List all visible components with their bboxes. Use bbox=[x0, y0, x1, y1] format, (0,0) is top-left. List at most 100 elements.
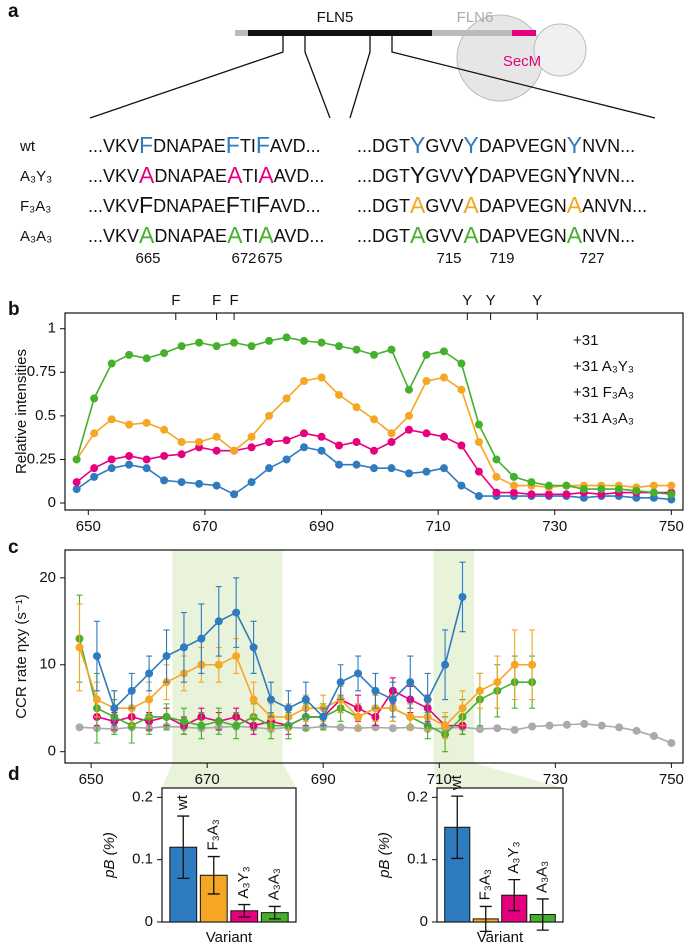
category-label: A₃A₃ bbox=[266, 868, 283, 900]
data-point bbox=[509, 472, 518, 481]
y-tick-label: 0.1 bbox=[407, 851, 428, 868]
data-point bbox=[282, 436, 291, 445]
data-point bbox=[474, 492, 483, 501]
error-bar bbox=[451, 795, 464, 860]
data-point bbox=[457, 441, 466, 450]
data-point bbox=[72, 478, 81, 487]
sequence-segment: DNAPAE bbox=[153, 136, 226, 156]
data-point bbox=[300, 429, 309, 438]
data-point bbox=[177, 450, 186, 459]
data-point bbox=[282, 333, 291, 342]
x-tick-label: 730 bbox=[543, 771, 568, 788]
data-point bbox=[72, 485, 81, 494]
data-point bbox=[162, 652, 171, 661]
data-point bbox=[371, 686, 380, 695]
sequence-segment: DAPVEGN bbox=[479, 136, 567, 156]
mutated-residue: A bbox=[410, 192, 426, 218]
data-point bbox=[232, 652, 241, 661]
data-point bbox=[492, 455, 501, 464]
data-point bbox=[667, 490, 676, 499]
data-point bbox=[75, 643, 84, 652]
data-point bbox=[317, 432, 326, 441]
mutated-residue: Y bbox=[567, 132, 582, 158]
mutated-residue: A bbox=[567, 192, 583, 218]
data-point bbox=[493, 724, 502, 733]
sequence: ...VKVADNAPAEATIAAVD... bbox=[88, 162, 324, 188]
data-point bbox=[195, 338, 204, 347]
data-point bbox=[160, 451, 169, 460]
data-point bbox=[247, 432, 256, 441]
data-point bbox=[422, 350, 431, 359]
data-point bbox=[107, 464, 116, 473]
sequence-segment: ANVN... bbox=[582, 196, 647, 216]
x-tick-label: 670 bbox=[192, 518, 217, 535]
row-label: F₃A₃ bbox=[20, 198, 51, 215]
mutated-residue: A bbox=[410, 222, 426, 248]
row-label: A₃Y₃ bbox=[20, 168, 52, 185]
sequence: ...VKVFDNAPAEFTIFAVD... bbox=[88, 132, 321, 158]
data-point bbox=[145, 669, 154, 678]
annotation: F bbox=[212, 292, 221, 309]
data-point bbox=[474, 438, 483, 447]
data-point bbox=[387, 438, 396, 447]
data-point bbox=[265, 438, 274, 447]
data-point bbox=[439, 347, 448, 356]
data-point bbox=[195, 479, 204, 488]
sequence-segment: GVV bbox=[425, 136, 463, 156]
data-point bbox=[142, 354, 151, 363]
data-point bbox=[493, 678, 502, 687]
sequence: ...DGTAGVVADAPVEGNANVN... bbox=[357, 222, 635, 248]
data-point bbox=[370, 446, 378, 455]
data-point bbox=[527, 490, 536, 499]
mutated-residue: A bbox=[258, 222, 274, 248]
residue-number: 675 bbox=[257, 250, 282, 267]
data-point bbox=[319, 712, 328, 721]
data-point bbox=[127, 686, 136, 695]
data-point bbox=[300, 376, 309, 385]
data-point bbox=[336, 678, 345, 687]
sequence-segment: DAPVEGN bbox=[479, 166, 567, 186]
data-point bbox=[457, 359, 466, 368]
data-point bbox=[597, 721, 606, 730]
mutated-residue: F bbox=[139, 192, 153, 218]
data-point bbox=[282, 455, 291, 464]
data-point bbox=[422, 429, 431, 438]
mutated-residue: A bbox=[258, 162, 274, 188]
data-point bbox=[179, 717, 188, 726]
data-point bbox=[441, 660, 450, 669]
category-label: A₃A₃ bbox=[534, 861, 551, 893]
plot-frame bbox=[64, 312, 684, 511]
data-point bbox=[160, 349, 169, 358]
data-point bbox=[632, 726, 641, 735]
row-label: A₃A₃ bbox=[20, 228, 52, 245]
data-point bbox=[457, 385, 466, 394]
data-point bbox=[179, 643, 188, 652]
annotation: F bbox=[229, 292, 238, 309]
data-point bbox=[441, 721, 450, 730]
data-point bbox=[422, 467, 431, 476]
panel-label: a bbox=[8, 1, 19, 22]
data-point bbox=[212, 432, 221, 441]
data-point bbox=[212, 481, 221, 490]
sequence-segment: GVV bbox=[425, 226, 463, 246]
ribosome-small bbox=[533, 23, 587, 77]
data-point bbox=[615, 723, 624, 732]
annotation: F bbox=[171, 292, 180, 309]
data-point bbox=[107, 415, 116, 424]
error-bar bbox=[268, 905, 281, 920]
sequence-segment: ...DGT bbox=[357, 226, 410, 246]
data-point bbox=[458, 704, 467, 713]
data-point bbox=[177, 342, 186, 351]
data-point bbox=[107, 359, 116, 368]
x-tick-label: 750 bbox=[659, 771, 684, 788]
mutated-residue: F bbox=[139, 132, 153, 158]
sequence-segment: GVV bbox=[425, 166, 463, 186]
x-axis-label: Variant bbox=[206, 929, 253, 946]
y-tick-label: 0.2 bbox=[132, 788, 153, 805]
x-tick-label: 750 bbox=[659, 518, 684, 535]
data-point bbox=[125, 350, 134, 359]
sequence-segment: DNAPAE bbox=[153, 196, 226, 216]
data-point bbox=[474, 467, 483, 476]
data-point bbox=[162, 712, 171, 721]
